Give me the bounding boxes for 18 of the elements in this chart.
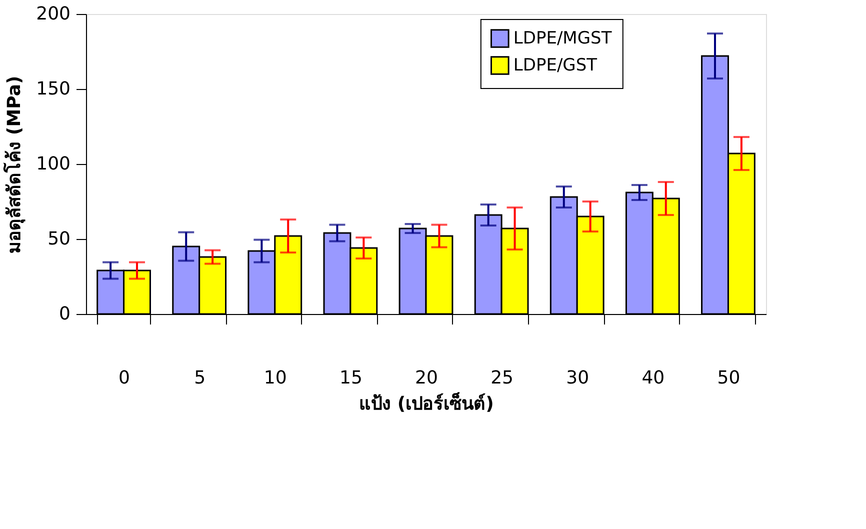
legend-label: LDPE/MGST (513, 28, 612, 48)
y-tick-label: 150 (36, 78, 70, 100)
x-tick-label: 25 (490, 368, 514, 388)
y-tick-label: 50 (48, 228, 70, 250)
y-tick-label: 100 (36, 154, 70, 174)
x-tick-label: 10 (264, 368, 287, 388)
x-tick-label: 20 (415, 368, 438, 388)
x-axis-title: แป้ง (เปอร์เซ็นต์) (359, 392, 494, 414)
x-tick-label: 30 (566, 368, 590, 388)
y-tick-label: 0 (59, 304, 70, 324)
y-axis-title: มอดุลัสดัดโค้ง (MPa) (3, 76, 26, 254)
legend-label: LDPE/GST (513, 56, 598, 76)
x-tick-label: 0 (118, 368, 130, 388)
x-tick-label: 5 (194, 368, 206, 388)
x-tick-label: 40 (642, 368, 665, 388)
x-tick-label: 15 (339, 368, 362, 388)
x-tick-label: 50 (717, 368, 740, 388)
y-tick-label: 200 (36, 4, 70, 24)
